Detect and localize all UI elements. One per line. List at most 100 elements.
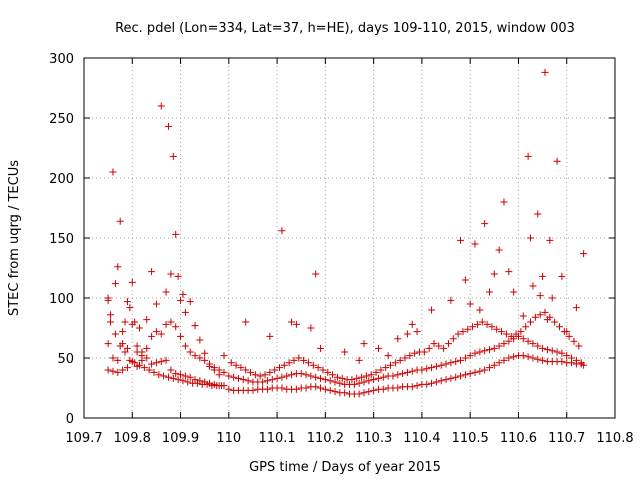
data-point xyxy=(452,358,460,366)
data-point xyxy=(162,320,170,328)
data-point xyxy=(321,385,329,393)
data-point xyxy=(519,335,527,343)
data-point xyxy=(394,371,402,379)
x-tick-label: 110.6 xyxy=(500,431,537,446)
data-point xyxy=(490,344,498,352)
data-point xyxy=(512,330,520,338)
data-point xyxy=(485,346,493,354)
data-point xyxy=(329,371,337,379)
x-tick-label: 110.4 xyxy=(403,431,440,446)
data-point xyxy=(278,373,286,381)
data-point xyxy=(459,328,467,336)
data-point xyxy=(372,368,380,376)
data-point xyxy=(143,354,151,362)
data-point xyxy=(413,328,421,336)
data-point xyxy=(174,376,182,384)
data-point xyxy=(111,280,119,288)
data-point xyxy=(104,366,112,374)
data-point xyxy=(558,349,566,357)
x-tick-label: 110.8 xyxy=(596,431,633,446)
data-point xyxy=(111,330,119,338)
data-point xyxy=(263,377,271,385)
data-point xyxy=(172,230,180,238)
data-point xyxy=(157,330,165,338)
data-point xyxy=(539,272,547,280)
x-tick-label: 110 xyxy=(216,431,241,446)
data-point xyxy=(382,364,390,372)
data-point xyxy=(355,379,363,387)
data-point xyxy=(500,198,508,206)
data-point xyxy=(210,364,218,372)
data-point xyxy=(543,346,551,354)
data-point xyxy=(408,383,416,391)
data-point xyxy=(519,352,527,360)
data-point xyxy=(266,368,274,376)
data-point xyxy=(358,373,366,381)
data-point xyxy=(476,306,484,314)
data-point xyxy=(551,318,559,326)
data-point xyxy=(488,323,496,331)
data-point xyxy=(471,368,479,376)
data-point xyxy=(558,358,566,366)
data-point xyxy=(452,373,460,381)
data-point xyxy=(478,318,486,326)
data-point xyxy=(502,330,510,338)
data-point xyxy=(577,359,585,367)
data-point xyxy=(548,347,556,355)
data-point xyxy=(348,376,356,384)
data-point xyxy=(292,385,300,393)
data-point xyxy=(288,318,296,326)
data-point xyxy=(256,372,264,380)
data-point xyxy=(191,352,199,360)
data-point xyxy=(237,364,245,372)
data-point xyxy=(201,356,209,364)
data-point xyxy=(338,374,346,382)
data-point xyxy=(481,366,489,374)
data-point xyxy=(169,374,177,382)
data-point xyxy=(140,364,148,372)
data-point xyxy=(432,378,440,386)
data-point xyxy=(394,335,402,343)
data-point xyxy=(534,342,542,350)
y-tick-label: 150 xyxy=(49,232,74,247)
data-point xyxy=(493,325,501,333)
data-point xyxy=(485,364,493,372)
data-point xyxy=(442,360,450,368)
data-point xyxy=(157,358,165,366)
data-point xyxy=(466,352,474,360)
data-point xyxy=(447,374,455,382)
data-point xyxy=(490,361,498,369)
data-point xyxy=(524,152,532,160)
x-axis-label: GPS time / Days of year 2015 xyxy=(249,460,441,475)
data-point xyxy=(454,330,462,338)
data-point xyxy=(288,371,296,379)
data-point xyxy=(563,352,571,360)
data-point xyxy=(428,364,436,372)
data-point xyxy=(109,168,117,176)
data-point xyxy=(565,332,573,340)
data-point xyxy=(227,359,235,367)
data-point xyxy=(536,292,544,300)
data-point xyxy=(437,377,445,385)
data-point xyxy=(218,382,226,390)
data-point xyxy=(155,371,163,379)
data-point xyxy=(152,300,160,308)
data-point xyxy=(121,348,129,356)
data-point xyxy=(169,152,177,160)
data-point xyxy=(498,328,506,336)
data-point xyxy=(365,377,373,385)
x-tick-label: 110.2 xyxy=(307,431,344,446)
data-point xyxy=(203,380,211,388)
data-point xyxy=(167,366,175,374)
data-point xyxy=(150,368,158,376)
data-point xyxy=(179,290,187,298)
y-tick-label: 100 xyxy=(49,292,74,307)
grid-lines xyxy=(84,58,615,418)
data-point xyxy=(126,356,134,364)
data-point xyxy=(309,361,317,369)
data-point xyxy=(131,359,139,367)
data-point xyxy=(534,210,542,218)
data-point xyxy=(447,359,455,367)
data-point xyxy=(447,296,455,304)
data-point xyxy=(220,352,228,360)
